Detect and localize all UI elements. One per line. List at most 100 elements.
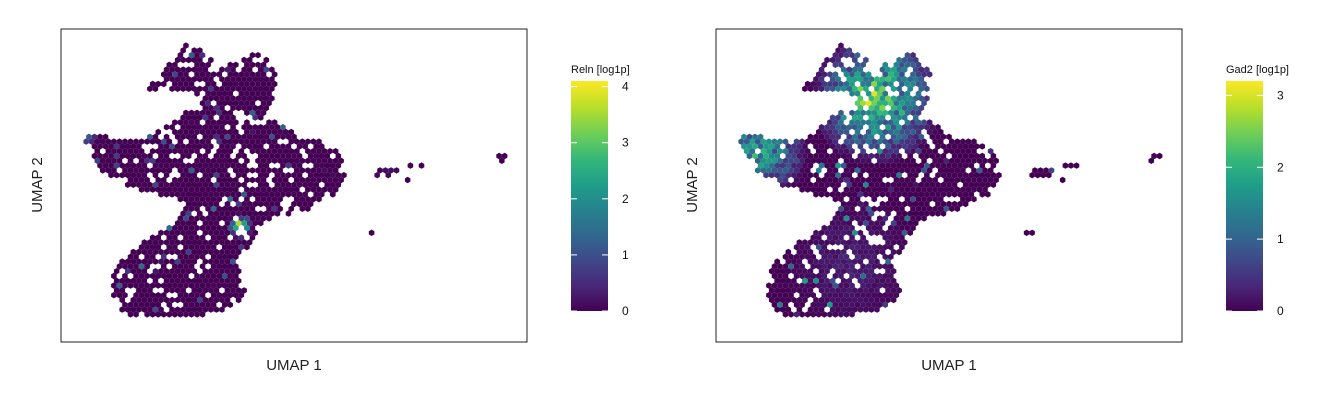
hex-cell xyxy=(252,191,258,198)
hex-cell xyxy=(924,191,930,198)
hex-cell xyxy=(205,186,211,193)
hex-cell xyxy=(327,157,333,164)
hex-cell xyxy=(857,162,864,169)
hex-cell xyxy=(224,133,231,140)
hex-cell xyxy=(854,176,861,184)
hex-cell xyxy=(180,133,186,140)
hex-cell xyxy=(921,186,927,193)
hex-cell xyxy=(122,272,128,280)
hex-cell xyxy=(227,71,233,78)
hex-cell xyxy=(821,128,828,136)
hex-cell xyxy=(827,71,833,78)
hex-cell xyxy=(863,56,869,64)
hex-cell xyxy=(807,258,814,265)
hex-cell xyxy=(755,138,761,145)
hex-cell xyxy=(246,133,253,140)
colorbar-tick-label: 2 xyxy=(1277,160,1284,174)
hex-cell xyxy=(244,224,250,232)
hex-cell xyxy=(252,104,258,112)
hex-cell xyxy=(746,143,753,150)
hex-cell xyxy=(901,239,908,246)
hex-cell xyxy=(125,172,131,179)
hex-cell xyxy=(899,205,905,212)
hex-cell xyxy=(835,296,841,304)
hex-cell xyxy=(260,138,267,145)
hex-cell xyxy=(901,95,908,102)
hex-cell xyxy=(307,172,314,179)
hex-cell xyxy=(385,172,391,179)
hex-cell xyxy=(224,191,231,198)
hex-cell xyxy=(827,176,833,184)
hex-cell xyxy=(136,172,142,179)
hex-cell xyxy=(188,263,195,270)
hex-cell xyxy=(957,200,963,208)
hex-cell xyxy=(852,239,858,246)
hex-cell xyxy=(827,128,833,136)
hex-cell xyxy=(191,258,197,265)
hex-cell xyxy=(860,157,866,164)
hex-cell xyxy=(835,114,841,121)
hex-cell xyxy=(993,176,999,184)
hex-cell xyxy=(235,200,242,208)
hex-cell xyxy=(926,148,933,155)
hex-cell xyxy=(197,85,203,92)
hex-cell xyxy=(899,61,905,68)
hex-cell xyxy=(971,167,977,174)
hex-cell xyxy=(163,152,170,160)
hex-cell xyxy=(857,95,864,102)
hex-cell xyxy=(233,205,239,212)
hex-cell xyxy=(921,71,927,78)
hex-cell xyxy=(896,152,902,160)
hex-cell xyxy=(838,215,844,222)
hex-cell xyxy=(877,90,883,97)
hex-cell xyxy=(921,176,927,184)
hex-cell xyxy=(915,167,922,174)
hex-cell xyxy=(152,172,159,179)
hex-cell xyxy=(210,196,217,203)
hex-cell xyxy=(210,301,217,308)
plot-frame xyxy=(715,28,1183,343)
hex-cell xyxy=(94,148,100,155)
hex-cell xyxy=(188,224,195,232)
hex-cell xyxy=(846,133,852,140)
hex-cell xyxy=(879,85,886,92)
hex-cell xyxy=(180,56,186,64)
hex-cell xyxy=(865,128,872,136)
hex-cell xyxy=(888,109,894,116)
hex-cell xyxy=(896,287,902,294)
hex-cell xyxy=(802,296,808,304)
hex-cell xyxy=(180,114,186,121)
hex-cell xyxy=(913,133,919,140)
hex-cell xyxy=(119,287,125,294)
hex-cell xyxy=(899,71,905,78)
hex-cell xyxy=(260,196,267,203)
hex-cell xyxy=(813,239,819,246)
hex-cell xyxy=(818,85,825,92)
hex-cell xyxy=(197,76,203,83)
hex-cell xyxy=(191,287,197,294)
hex-cell xyxy=(294,186,300,193)
hex-cell xyxy=(768,143,775,150)
hex-cell xyxy=(252,200,258,208)
hex-cell xyxy=(813,85,819,92)
hex-cell xyxy=(979,152,985,160)
hex-cell xyxy=(857,220,864,227)
hex-cell xyxy=(266,90,272,97)
hex-cell xyxy=(780,287,786,294)
hex-cell xyxy=(177,272,184,280)
hex-cell xyxy=(926,167,933,174)
hex-cell xyxy=(100,157,106,164)
colorbar-tick-label: 1 xyxy=(622,248,629,262)
hex-cell xyxy=(846,191,852,198)
hex-cell xyxy=(835,306,841,313)
hex-cell xyxy=(277,128,283,136)
hex-cell xyxy=(216,263,222,270)
hex-cell xyxy=(188,186,195,193)
hex-cell xyxy=(863,220,869,227)
hex-cell xyxy=(294,167,300,174)
hex-cell xyxy=(205,80,211,88)
hex-cell xyxy=(874,162,880,169)
hex-cell xyxy=(924,172,930,179)
hex-cell xyxy=(899,80,905,88)
hex-cell xyxy=(88,138,95,145)
